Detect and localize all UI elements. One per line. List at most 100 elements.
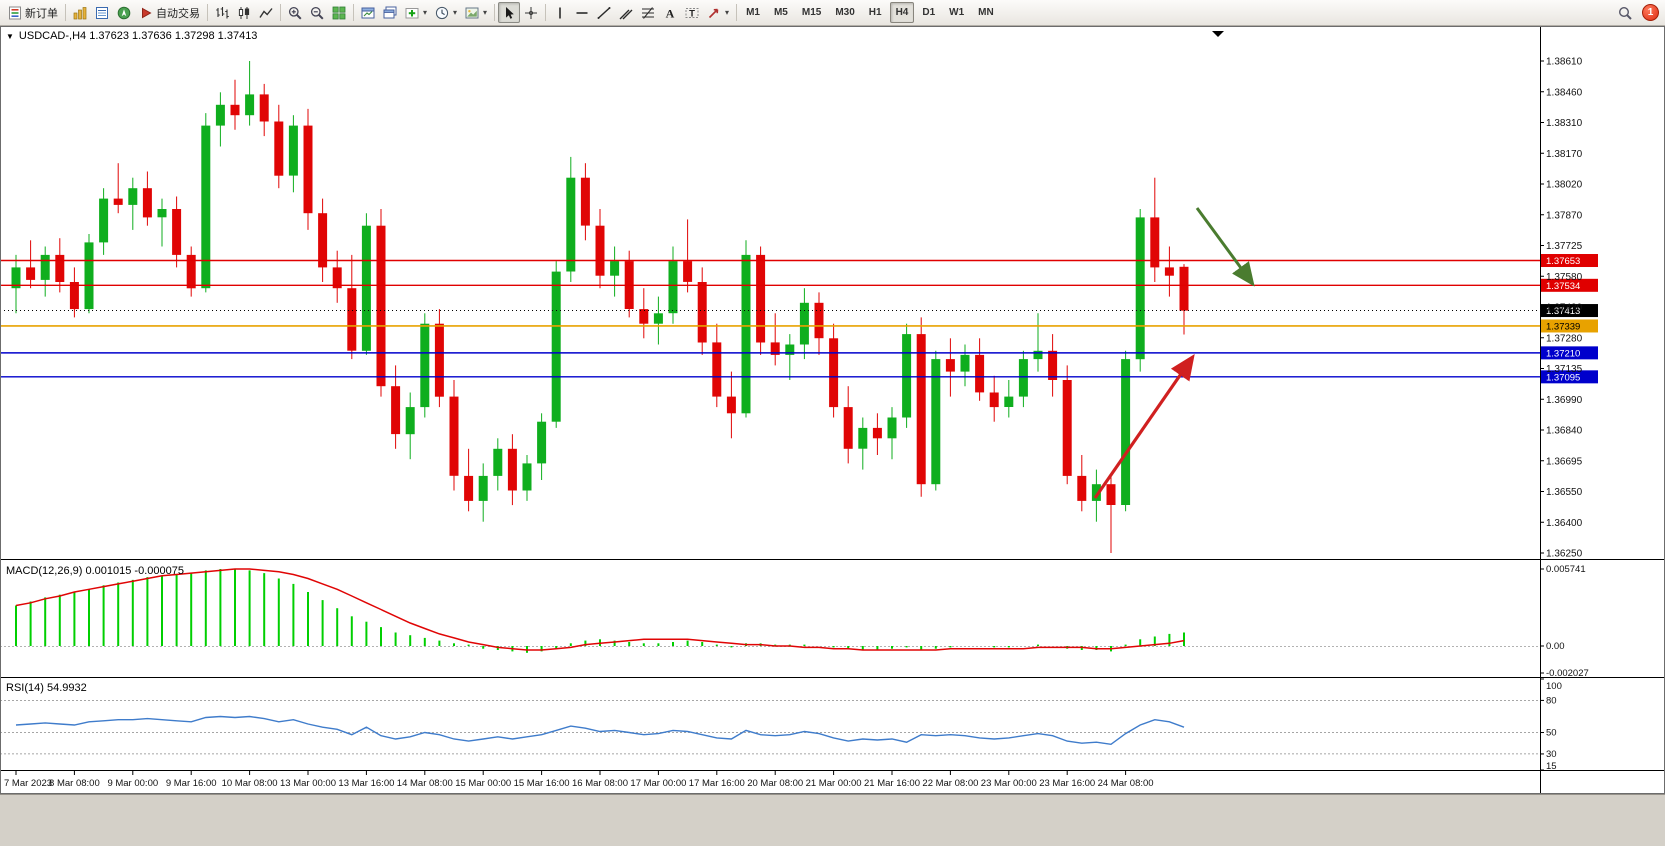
tab-timeframe-m5[interactable]: M5 (773, 7, 788, 18)
svg-text:15 Mar 16:00: 15 Mar 16:00 (514, 778, 570, 789)
template-button[interactable]: ▾ (461, 2, 491, 23)
svg-text:0.00: 0.00 (1546, 641, 1565, 652)
tab-timeframe-m15[interactable]: M15 (801, 7, 822, 18)
chart-canvas[interactable]: 1.37653 1.37534 1.37413 1.37339 1.37210 1.370… (0, 26, 1665, 846)
svg-text:17 Mar 16:00: 17 Mar 16:00 (689, 778, 745, 789)
autotrading-button[interactable]: 自动交易 (135, 2, 204, 23)
zoom-in-button[interactable] (284, 2, 306, 23)
search-icon (1618, 6, 1632, 20)
chevron-down-icon: ▾ (483, 8, 488, 17)
svg-text:-0.002027: -0.002027 (1546, 668, 1589, 679)
svg-text:23 Mar 00:00: 23 Mar 00:00 (981, 778, 1037, 789)
tile-windows-icon (332, 6, 346, 19)
tab-timeframe-h1[interactable]: H1 (868, 7, 882, 18)
market-watch-button[interactable] (69, 2, 91, 23)
text-label-icon: T (685, 7, 699, 19)
autotrading-label: 自动交易 (156, 7, 200, 20)
text-button[interactable]: A (659, 2, 681, 23)
svg-text:1.38170: 1.38170 (1546, 149, 1583, 160)
tile-windows-button[interactable] (328, 2, 350, 23)
toolbar-separator (65, 4, 66, 21)
fibonacci-button[interactable] (637, 2, 659, 23)
svg-text:1.36400: 1.36400 (1546, 518, 1583, 529)
period-button[interactable]: ▾ (431, 2, 461, 23)
svg-text:1.37095: 1.37095 (1546, 372, 1580, 383)
tab-timeframe-d1[interactable]: D1 (922, 7, 936, 18)
profiles-icon (383, 6, 397, 18)
cursor-button[interactable] (498, 2, 521, 23)
navigator-icon (117, 6, 131, 19)
tab-timeframe-w1[interactable]: W1 (949, 7, 965, 18)
search-button[interactable] (1614, 1, 1636, 24)
svg-text:1.38020: 1.38020 (1546, 180, 1583, 191)
channel-button[interactable] (615, 2, 637, 23)
chart-window: 1.37653 1.37534 1.37413 1.37339 1.37210 1.370… (0, 26, 1665, 846)
svg-text:21 Mar 16:00: 21 Mar 16:00 (864, 778, 920, 789)
navigator-button[interactable] (113, 2, 135, 23)
candlestick-chart-button[interactable] (233, 2, 255, 23)
tab-timeframe-h4[interactable]: H4 (889, 2, 915, 23)
autotrading-icon (142, 7, 152, 18)
add-indicator-button[interactable]: ▾ (401, 2, 431, 23)
timeframe-toolbar: M1 M5 M15 M30 H1 H4 D1 W1 MN (740, 2, 1000, 23)
svg-text:8 Mar 08:00: 8 Mar 08:00 (49, 778, 100, 789)
svg-text:24 Mar 08:00: 24 Mar 08:00 (1098, 778, 1154, 789)
svg-text:0.005741: 0.005741 (1546, 564, 1586, 575)
trendline-icon (597, 6, 611, 19)
profiles-button[interactable] (379, 2, 401, 23)
svg-text:1.37210: 1.37210 (1546, 348, 1580, 359)
svg-text:1.37280: 1.37280 (1546, 333, 1583, 344)
svg-text:15 Mar 00:00: 15 Mar 00:00 (455, 778, 511, 789)
horizontal-line-button[interactable] (571, 2, 593, 23)
svg-text:A: A (666, 6, 675, 20)
vertical-line-icon (559, 7, 561, 18)
toolbar-separator (280, 4, 281, 21)
notification-badge[interactable]: 1 (1642, 4, 1659, 21)
svg-text:1.38460: 1.38460 (1546, 87, 1583, 98)
text-icon: A (666, 6, 675, 20)
svg-text:50: 50 (1546, 728, 1557, 739)
line-chart-icon (259, 7, 273, 18)
svg-text:20 Mar 08:00: 20 Mar 08:00 (747, 778, 803, 789)
bar-chart-button[interactable] (211, 2, 233, 23)
svg-text:13 Mar 16:00: 13 Mar 16:00 (338, 778, 394, 789)
svg-text:1.37534: 1.37534 (1546, 281, 1580, 292)
svg-text:1.37413: 1.37413 (1546, 306, 1580, 317)
new-chart-icon (361, 7, 375, 18)
horizontal-line-icon (576, 11, 588, 14)
toolbar-right-group: 1 (1614, 1, 1661, 24)
trendline-button[interactable] (593, 2, 615, 23)
svg-text:1.36550: 1.36550 (1546, 487, 1583, 498)
market-watch-icon (73, 6, 87, 19)
svg-text:1.38610: 1.38610 (1546, 57, 1583, 68)
vertical-line-button[interactable] (549, 2, 571, 23)
svg-text:9 Mar 16:00: 9 Mar 16:00 (166, 778, 217, 789)
svg-text:1.36250: 1.36250 (1546, 549, 1583, 560)
new-order-button[interactable]: 新订单 (4, 2, 62, 23)
tab-timeframe-m1[interactable]: M1 (746, 7, 760, 18)
cursor-icon (506, 6, 514, 19)
tab-timeframe-mn[interactable]: MN (978, 7, 994, 18)
text-label-button[interactable]: T (681, 2, 703, 23)
zoom-out-button[interactable] (306, 2, 328, 23)
arrows-icon (708, 8, 719, 18)
svg-text:1.37135: 1.37135 (1546, 364, 1583, 375)
toolbar-separator (545, 4, 547, 21)
arrows-button[interactable]: ▾ (703, 2, 733, 23)
svg-text:1.37653: 1.37653 (1546, 256, 1580, 267)
data-window-icon (96, 6, 108, 19)
chevron-down-icon: ▾ (725, 8, 730, 17)
new-chart-button[interactable] (357, 2, 379, 23)
svg-text:1.37580: 1.37580 (1546, 272, 1583, 283)
svg-text:13 Mar 00:00: 13 Mar 00:00 (280, 778, 336, 789)
svg-text:9 Mar 00:00: 9 Mar 00:00 (107, 778, 158, 789)
crosshair-button[interactable] (520, 2, 542, 23)
tab-timeframe-m30[interactable]: M30 (835, 7, 855, 18)
svg-text:14 Mar 08:00: 14 Mar 08:00 (397, 778, 453, 789)
svg-text:1.37430: 1.37430 (1546, 303, 1583, 314)
line-chart-button[interactable] (255, 2, 277, 23)
channel-icon (619, 9, 633, 19)
toolbar-separator (207, 4, 208, 21)
data-window-button[interactable] (91, 2, 113, 23)
toolbar-separator (736, 4, 738, 21)
